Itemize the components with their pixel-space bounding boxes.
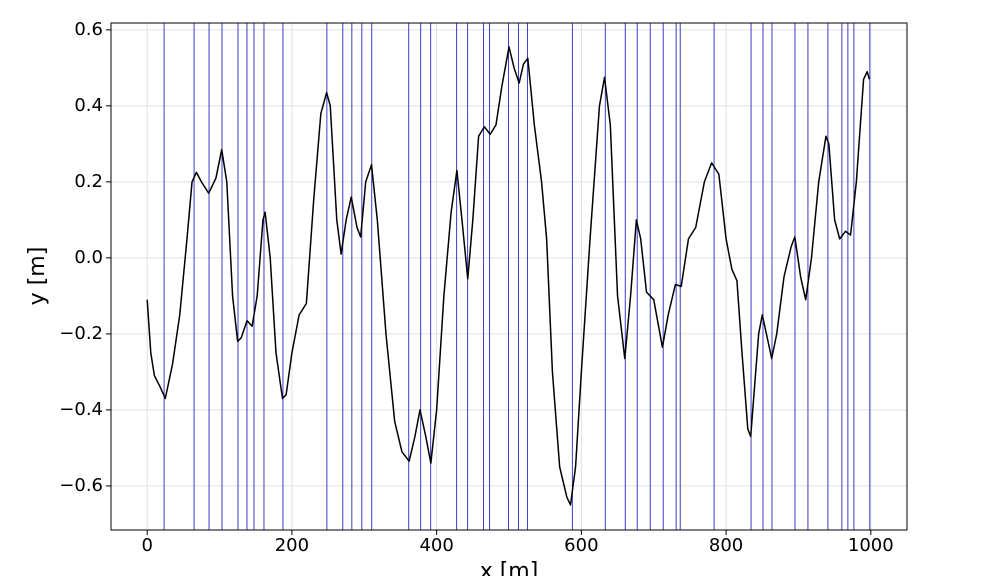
x-axis-label: x [m] xyxy=(480,559,539,576)
x-tick-label: 800 xyxy=(709,535,743,556)
y-tick-label: 0.0 xyxy=(74,247,103,268)
data-line xyxy=(146,46,871,506)
y-tick-label: −0.6 xyxy=(59,475,103,496)
x-tick-label: 1000 xyxy=(848,535,894,556)
y-tick-label: 0.4 xyxy=(74,95,103,116)
y-tick-label: 0.6 xyxy=(74,19,103,40)
y-tick-label: −0.4 xyxy=(59,399,103,420)
x-tick-label: 600 xyxy=(564,535,598,556)
x-tick-label: 400 xyxy=(419,535,453,556)
x-tick-label: 200 xyxy=(275,535,309,556)
y-tick-label: −0.2 xyxy=(59,323,103,344)
y-tick-label: 0.2 xyxy=(74,171,103,192)
plot-frame xyxy=(110,22,908,531)
y-axis-label: y [m] xyxy=(25,247,50,306)
x-tick-label: 0 xyxy=(141,535,152,556)
